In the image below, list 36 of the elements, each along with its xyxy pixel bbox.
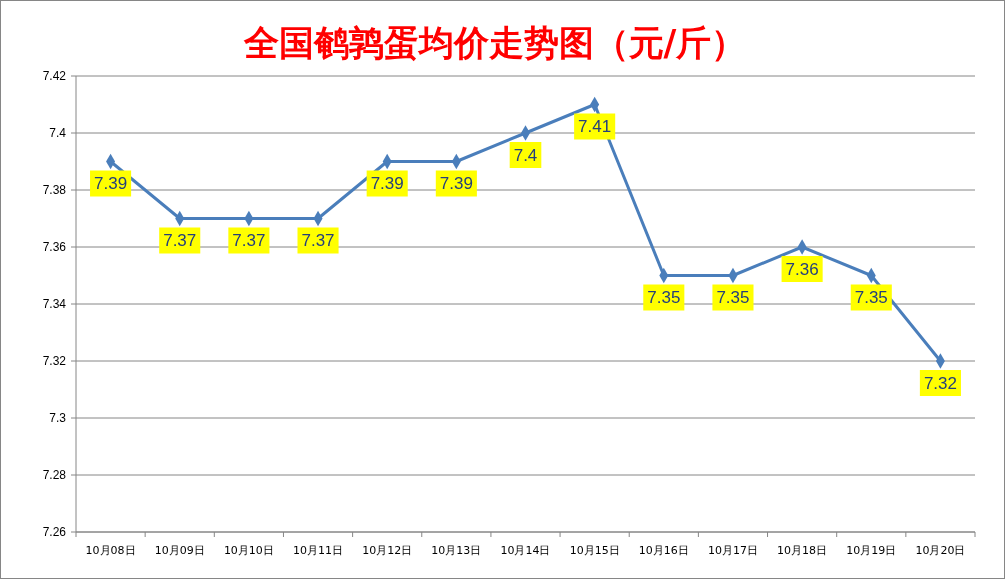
y-tick-label: 7.32 (42, 354, 67, 369)
y-tick-label: 7.26 (42, 525, 67, 540)
x-tick-label: 10月15日 (569, 544, 620, 557)
x-tick-label: 10月18日 (777, 544, 828, 557)
x-tick-label: 10月16日 (638, 544, 689, 557)
x-tick-label: 10月12日 (362, 544, 413, 557)
y-tick-label: 7.3 (49, 411, 67, 426)
y-tick-label: 7.4 (49, 126, 67, 141)
data-label: 7.35 (647, 288, 681, 308)
y-tick-label: 7.38 (42, 183, 67, 198)
x-tick-label: 10月13日 (431, 544, 482, 557)
data-label: 7.39 (439, 174, 473, 194)
x-tick-label: 10月09日 (154, 544, 205, 557)
x-tick-label: 10月19日 (846, 544, 897, 557)
data-label: 7.41 (578, 117, 612, 137)
data-label: 7.36 (785, 259, 819, 279)
data-label: 7.35 (854, 288, 888, 308)
y-tick-label: 7.28 (42, 468, 67, 483)
y-tick-label: 7.34 (42, 297, 67, 312)
data-label: 7.39 (370, 174, 404, 194)
chart-title: 全国鹌鹑蛋均价走势图（元/斤） (242, 23, 747, 63)
x-tick-label: 10月11日 (293, 544, 344, 557)
x-tick-label: 10月20日 (915, 544, 966, 557)
x-tick-label: 10月08日 (85, 544, 136, 557)
data-label: 7.37 (163, 231, 197, 251)
data-label: 7.37 (232, 231, 266, 251)
data-label: 7.39 (94, 174, 128, 194)
data-label: 7.35 (716, 288, 750, 308)
x-tick-label: 10月17日 (707, 544, 758, 557)
data-label: 7.4 (513, 145, 538, 165)
x-tick-label: 10月14日 (500, 544, 551, 557)
data-label: 7.32 (923, 373, 957, 393)
y-tick-label: 7.42 (42, 69, 67, 84)
x-tick-label: 10月10日 (223, 544, 274, 557)
y-tick-label: 7.36 (42, 240, 67, 255)
data-label: 7.37 (301, 231, 335, 251)
